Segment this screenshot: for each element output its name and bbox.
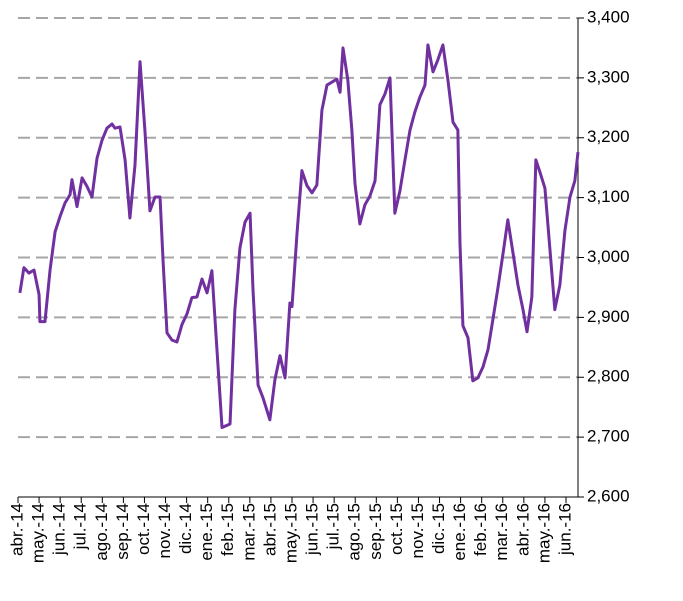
y-tick-label: 2,700 [587,427,630,446]
x-tick-label: ago.-15 [345,503,364,561]
y-tick-label: 3,100 [587,187,630,206]
x-tick-label: oct.-15 [387,503,406,555]
x-tick-label: sep.-15 [366,503,385,560]
y-tick-label: 3,400 [587,7,630,26]
x-tick-label: dic.-14 [176,503,195,554]
x-tick-label: feb.-15 [218,503,237,556]
y-tick-label: 2,800 [587,367,630,386]
x-tick-label: may.-14 [29,503,48,563]
x-tick-label: abr.-16 [513,503,532,556]
x-tick-label: oct.-14 [134,503,153,555]
x-tick-label: jun.-14 [50,503,69,556]
x-tick-label: ene.-16 [450,503,469,561]
x-tick-label: mar.-15 [239,503,258,561]
x-tick-label: jun.-15 [303,503,322,556]
x-tick-label: jul.-15 [324,503,343,550]
data-line [18,43,580,430]
x-tick-label: abr.-14 [7,503,26,556]
y-tick-label: 2,600 [587,486,630,505]
x-tick-label: nov.-15 [408,503,427,558]
x-tick-label: dic.-15 [429,503,448,554]
x-tick-label: may.-15 [281,503,300,563]
x-tick-label: nov.-14 [155,503,174,558]
x-tick-label: ene.-15 [197,503,216,561]
y-tick-label: 3,000 [587,247,630,266]
x-tick-label: jun.-16 [555,503,574,556]
x-tick-label: jul.-14 [71,503,90,550]
x-tick-label: sep.-14 [113,503,132,560]
x-tick-label: abr.-15 [260,503,279,556]
x-tick-label: may.-16 [534,503,553,563]
y-tick-label: 3,200 [587,127,630,146]
y-tick-label: 2,900 [587,307,630,326]
x-tick-label: mar.-16 [492,503,511,561]
x-tick-label: ago.-14 [92,503,111,561]
x-tick-label: feb.-16 [471,503,490,556]
y-tick-label: 3,300 [587,67,630,86]
